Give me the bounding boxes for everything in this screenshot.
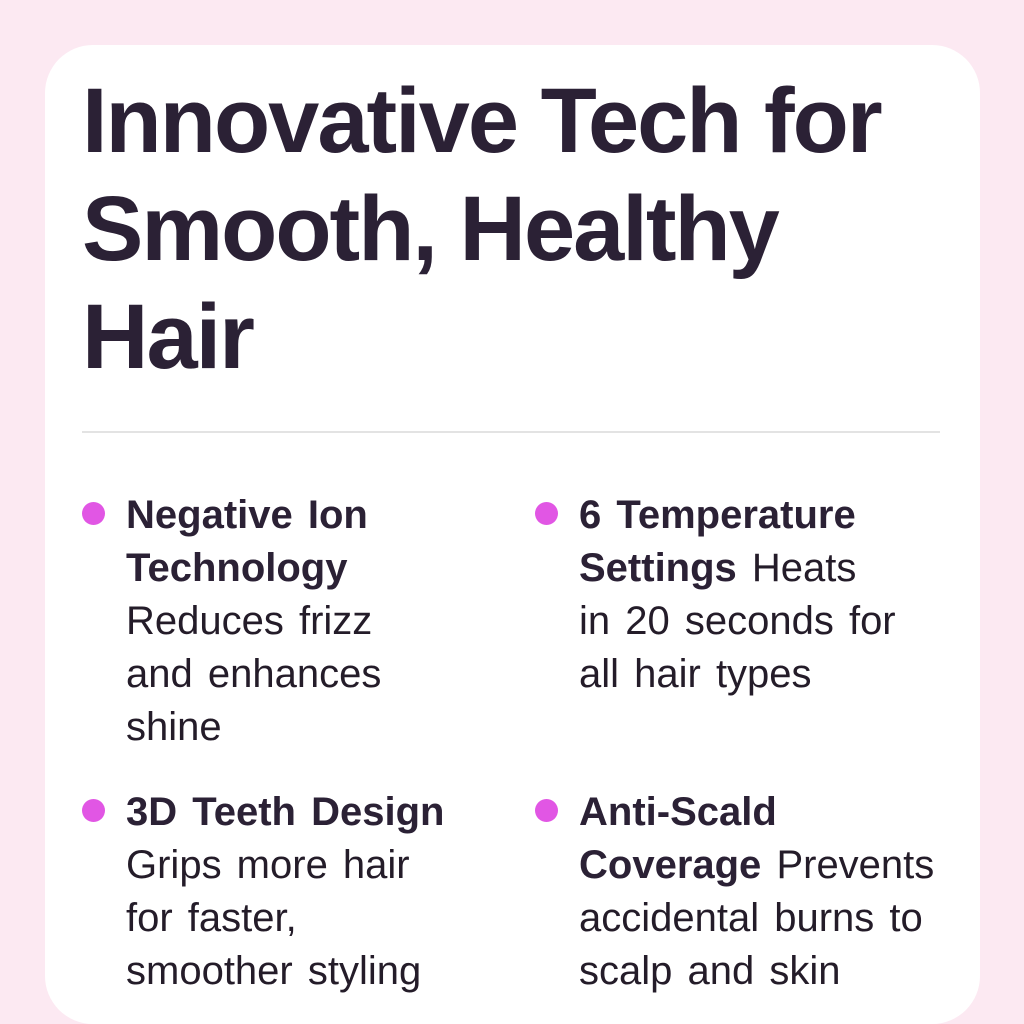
feature-item-3d-teeth-design: 3D Teeth Design Grips more hair for fast…: [82, 786, 535, 998]
feature-item-temperature-settings: 6 Temperature Settings Heats in 20 secon…: [535, 489, 943, 754]
bullet-dot-icon: [82, 799, 105, 822]
feature-item-anti-scald-coverage: Anti-Scald Coverage Prevents accidental …: [535, 786, 943, 998]
bullet-dot-icon: [535, 799, 558, 822]
divider: [82, 431, 940, 433]
feature-title: 3D Teeth Design: [126, 790, 445, 834]
feature-text: 3D Teeth Design Grips more hair for fast…: [126, 786, 456, 998]
feature-text: 6 Temperature Settings Heats in 20 secon…: [579, 489, 901, 701]
bullet-dot-icon: [535, 502, 558, 525]
bullet-dot-icon: [82, 502, 105, 525]
feature-item-negative-ion-technology: Negative Ion Technology Reduces frizz an…: [82, 489, 535, 754]
feature-text: Negative Ion Technology Reduces frizz an…: [126, 489, 448, 754]
feature-description: Grips more hair for faster, smoother sty…: [126, 843, 422, 993]
feature-title: Anti-Scald Coverage: [579, 790, 777, 887]
feature-text: Anti-Scald Coverage Prevents accidental …: [579, 786, 943, 998]
page-title: Innovative Tech for Smooth, Healthy Hair: [82, 70, 883, 388]
feature-description: Heats in 20 seconds for all hair types: [579, 546, 896, 696]
feature-card: Innovative Tech for Smooth, Healthy Hair…: [45, 45, 980, 1024]
feature-title: 6 Temperature Settings: [579, 493, 856, 590]
feature-grid: Negative Ion Technology Reduces frizz an…: [82, 489, 943, 998]
feature-description: Prevents accidental burns to scalp and s…: [579, 843, 935, 993]
feature-description: Reduces frizz and enhances shine: [126, 599, 382, 749]
feature-title: Negative Ion Technology: [126, 493, 368, 590]
